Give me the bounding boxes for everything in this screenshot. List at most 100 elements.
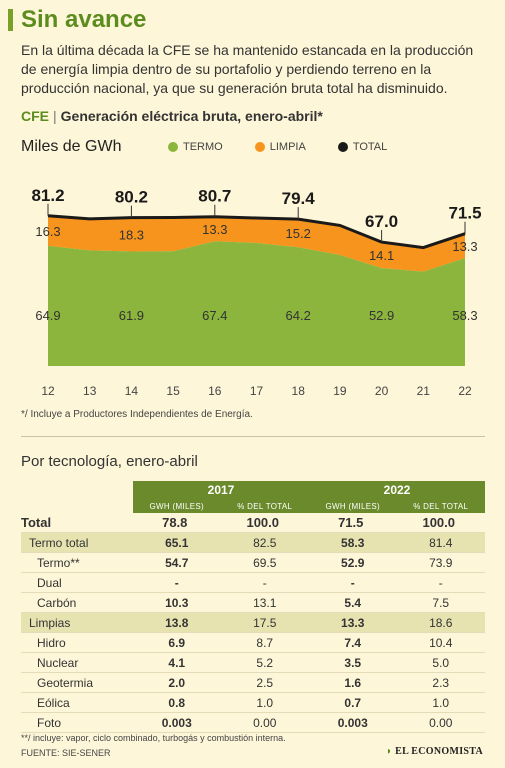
legend-swatch-total bbox=[337, 142, 348, 152]
table-footnote: **/ incluye: vapor, ciclo combinado, tur… bbox=[21, 733, 286, 743]
x-tick-label: 14 bbox=[125, 384, 139, 398]
table-row-dual: Dual - - - - bbox=[21, 572, 485, 593]
cell-pct-2017: 8.7 bbox=[220, 632, 309, 653]
table-row-eolica: Eólica 0.8 1.0 0.7 1.0 bbox=[21, 692, 485, 713]
cell-gwh-2022: 71.5 bbox=[308, 513, 397, 533]
table-row-termo-total: Termo total 65.1 82.5 58.3 81.4 bbox=[21, 532, 485, 553]
table-row-limpias: Limpias 13.8 17.5 13.3 18.6 bbox=[21, 612, 485, 633]
legend-item-limpia: LIMPIA bbox=[254, 141, 306, 153]
cell-gwh-2017: 2.0 bbox=[133, 672, 221, 693]
termo-value-label: 64.9 bbox=[35, 308, 60, 323]
table-row-carbon: Carbón 10.3 13.1 5.4 7.5 bbox=[21, 592, 485, 613]
year-2022-header: 2022 bbox=[308, 481, 485, 499]
cell-pct-2022: 5.0 bbox=[396, 652, 485, 673]
cell-gwh-2017: 10.3 bbox=[133, 592, 221, 613]
col-pct-2017: % DEL TOTAL bbox=[220, 499, 309, 513]
table-column-header: GWH (MILES) % DEL TOTAL GWH (MILES) % DE… bbox=[21, 499, 485, 513]
total-value-label: 71.5 bbox=[448, 204, 481, 223]
cell-pct-2022: 1.0 bbox=[396, 692, 485, 713]
table-title: Por tecnología, enero-abril bbox=[21, 453, 198, 470]
cell-gwh-2022: 0.003 bbox=[308, 712, 397, 733]
cell-pct-2022: 0.00 bbox=[396, 712, 485, 733]
cell-gwh-2017: 4.1 bbox=[133, 652, 221, 673]
table-corner-2 bbox=[21, 499, 133, 513]
cell-gwh-2022: 7.4 bbox=[308, 632, 397, 653]
termo-value-label: 61.9 bbox=[119, 308, 144, 323]
publisher-logo: ◗ EL ECONOMISTA bbox=[386, 746, 483, 757]
chart-header-brand: CFE bbox=[21, 108, 49, 124]
table-row-geotermia: Geotermia 2.0 2.5 1.6 2.3 bbox=[21, 672, 485, 693]
cell-pct-2017: 1.0 bbox=[220, 692, 309, 713]
x-tick-label: 13 bbox=[83, 384, 97, 398]
legend-item-termo: TERMO bbox=[168, 141, 223, 153]
x-tick-label: 15 bbox=[166, 384, 180, 398]
intro-text: En la última década la CFE se ha manteni… bbox=[21, 42, 474, 96]
cell-gwh-2022: 58.3 bbox=[308, 532, 397, 553]
cell-pct-2017: - bbox=[220, 572, 309, 593]
cell-gwh-2022: 13.3 bbox=[308, 612, 397, 633]
table-row-hidro: Hidro 6.9 8.7 7.4 10.4 bbox=[21, 632, 485, 653]
chart-footnote: */ Incluye a Productores Independientes … bbox=[21, 409, 253, 420]
cell-gwh-2022: 52.9 bbox=[308, 552, 397, 573]
cell-gwh-2017: 0.003 bbox=[133, 712, 221, 733]
row-label: Hidro bbox=[21, 632, 133, 653]
x-tick-label: 18 bbox=[292, 384, 306, 398]
row-label: Nuclear bbox=[21, 652, 133, 673]
table-row-foto: Foto 0.003 0.00 0.003 0.00 bbox=[21, 712, 485, 733]
table-year-header: 2017 2022 bbox=[21, 481, 485, 499]
limpia-value-label: 13.3 bbox=[452, 239, 477, 254]
legend-swatch-limpia bbox=[254, 142, 265, 152]
row-label: Eólica bbox=[21, 692, 133, 713]
limpia-value-label: 14.1 bbox=[369, 248, 394, 263]
row-label: Total bbox=[21, 513, 133, 533]
cell-gwh-2017: 13.8 bbox=[133, 612, 221, 633]
year-2017-header: 2017 bbox=[133, 481, 309, 499]
total-value-label: 80.7 bbox=[198, 187, 231, 206]
row-label: Termo total bbox=[21, 532, 133, 553]
termo-value-label: 58.3 bbox=[452, 308, 477, 323]
cell-pct-2017: 2.5 bbox=[220, 672, 309, 693]
cell-gwh-2022: 0.7 bbox=[308, 692, 397, 713]
cell-gwh-2017: 6.9 bbox=[133, 632, 221, 653]
cell-pct-2017: 69.5 bbox=[220, 552, 309, 573]
total-value-label: 81.2 bbox=[31, 186, 64, 205]
cell-gwh-2022: 3.5 bbox=[308, 652, 397, 673]
table-row-nuclear: Nuclear 4.1 5.2 3.5 5.0 bbox=[21, 652, 485, 673]
cell-gwh-2022: 5.4 bbox=[308, 592, 397, 613]
termo-area bbox=[48, 241, 465, 366]
table-corner bbox=[21, 481, 133, 499]
page-title: Sin avance bbox=[21, 6, 147, 33]
table-row-total: Total 78.8 100.0 71.5 100.0 bbox=[21, 513, 485, 533]
cell-gwh-2017: - bbox=[133, 572, 221, 593]
cell-pct-2017: 0.00 bbox=[220, 712, 309, 733]
cell-pct-2017: 13.1 bbox=[220, 592, 309, 613]
cell-pct-2022: 73.9 bbox=[396, 552, 485, 573]
cell-pct-2017: 5.2 bbox=[220, 652, 309, 673]
cell-pct-2022: 7.5 bbox=[396, 592, 485, 613]
termo-value-label: 52.9 bbox=[369, 308, 394, 323]
legend-swatch-termo bbox=[168, 142, 178, 152]
row-label: Limpias bbox=[21, 612, 133, 633]
legend-label-total: TOTAL bbox=[352, 141, 388, 153]
technology-table: 2017 2022 GWH (MILES) % DEL TOTAL GWH (M… bbox=[21, 481, 485, 733]
row-label: Carbón bbox=[21, 592, 133, 613]
cell-pct-2017: 100.0 bbox=[220, 513, 309, 533]
row-label: Foto bbox=[21, 712, 133, 733]
cell-gwh-2017: 54.7 bbox=[133, 552, 221, 573]
x-tick-label: 21 bbox=[417, 384, 431, 398]
col-gwh-2022: GWH (MILES) bbox=[308, 499, 397, 513]
cell-pct-2022: - bbox=[396, 572, 485, 593]
x-tick-label: 20 bbox=[375, 384, 389, 398]
x-tick-label: 19 bbox=[333, 384, 347, 398]
cell-gwh-2017: 78.8 bbox=[133, 513, 221, 533]
limpia-value-label: 18.3 bbox=[119, 228, 144, 243]
termo-value-label: 64.2 bbox=[286, 308, 311, 323]
logo-mark-icon: ◗ bbox=[385, 746, 393, 757]
generation-area-chart: 81.2 16.3 64.9 80.2 18.3 61.9 80.7 13.3 67.4 79.4… bbox=[31, 186, 481, 398]
chart-header-separator: | bbox=[53, 108, 57, 124]
cell-pct-2017: 82.5 bbox=[220, 532, 309, 553]
cell-gwh-2022: - bbox=[308, 572, 397, 593]
table-row-termo: Termo** 54.7 69.5 52.9 73.9 bbox=[21, 552, 485, 573]
total-line bbox=[47, 214, 466, 250]
units-label: Miles de GWh bbox=[21, 138, 122, 155]
